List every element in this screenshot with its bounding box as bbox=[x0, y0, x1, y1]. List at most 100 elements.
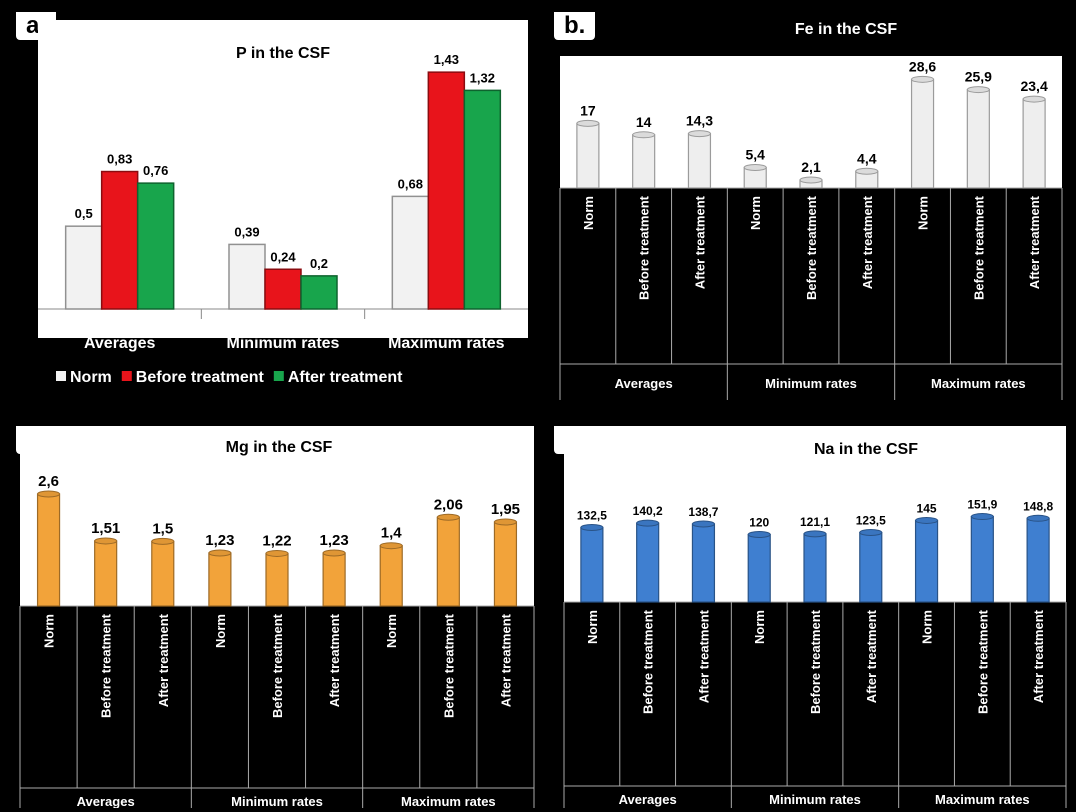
subcategory-label: Before treatment bbox=[804, 195, 819, 300]
bar-after-treatment bbox=[463, 89, 502, 310]
bar-body bbox=[970, 515, 994, 603]
bar-after-treatment bbox=[322, 549, 346, 607]
bar-after-treatment bbox=[493, 518, 518, 607]
bar-body bbox=[580, 526, 604, 603]
bar-cap bbox=[691, 520, 715, 528]
bar-before-treatment bbox=[265, 549, 289, 607]
subcategory-label: Norm bbox=[213, 614, 228, 648]
subcategory-label: Before treatment bbox=[99, 613, 114, 718]
data-label: 4,4 bbox=[857, 150, 877, 166]
bar-before-treatment bbox=[636, 519, 660, 603]
panel-label: b. bbox=[552, 10, 598, 42]
subcategory-label: Norm bbox=[581, 196, 596, 230]
bar-after-treatment bbox=[859, 529, 883, 603]
bar-body bbox=[914, 519, 939, 603]
data-label: 14 bbox=[636, 114, 652, 130]
bar-body bbox=[803, 533, 827, 603]
data-label: 17 bbox=[580, 102, 596, 118]
data-label: 145 bbox=[917, 501, 937, 515]
data-label: 2,6 bbox=[38, 473, 59, 490]
subcategory-label: Norm bbox=[752, 610, 767, 644]
bar-body bbox=[151, 540, 175, 607]
data-label: 1,22 bbox=[262, 532, 291, 549]
chart-title: P in the CSF bbox=[236, 45, 330, 62]
bar-cap bbox=[379, 542, 403, 550]
subcategory-label: After treatment bbox=[156, 613, 171, 707]
subcategory-label: Norm bbox=[384, 614, 399, 648]
legend-entry: Norm bbox=[70, 369, 112, 386]
data-label: 1,32 bbox=[470, 70, 495, 85]
bar-cap bbox=[747, 531, 771, 538]
bar-before-treatment bbox=[264, 268, 302, 310]
data-label: 0,24 bbox=[270, 249, 296, 264]
bar-after-treatment bbox=[1026, 514, 1050, 603]
bar-body bbox=[208, 552, 232, 607]
subcategory-label: After treatment bbox=[864, 609, 879, 703]
bar-cap bbox=[859, 529, 883, 537]
bar-body bbox=[322, 552, 346, 607]
bar-cap bbox=[632, 131, 656, 139]
bar-body bbox=[966, 88, 990, 189]
subcategory-label: After treatment bbox=[860, 195, 875, 289]
bar-before-treatment bbox=[970, 513, 994, 603]
bar-after-treatment bbox=[687, 130, 712, 189]
bar-cap bbox=[580, 523, 604, 531]
data-label: 0,68 bbox=[398, 176, 423, 191]
bar-cap bbox=[94, 537, 118, 545]
chart-title: Fe in the CSF bbox=[795, 21, 897, 38]
bar-after-treatment bbox=[136, 182, 175, 310]
bar-norm bbox=[743, 163, 767, 189]
bar-body bbox=[436, 516, 460, 607]
bar-norm bbox=[208, 549, 232, 607]
bar-norm bbox=[36, 490, 61, 607]
bar-body bbox=[493, 521, 518, 607]
subcategory-label: After treatment bbox=[1027, 195, 1042, 289]
bar-cap bbox=[151, 537, 175, 545]
bar-body bbox=[94, 540, 118, 607]
subcategory-label: Norm bbox=[42, 614, 57, 648]
subcategory-label: Norm bbox=[920, 610, 935, 644]
data-label: 5,4 bbox=[745, 146, 765, 162]
chart-title: Na in the CSF bbox=[814, 441, 918, 458]
bar-cap bbox=[37, 490, 61, 498]
bar-after-treatment bbox=[691, 520, 716, 603]
data-label: 28,6 bbox=[909, 58, 936, 74]
bar-cap bbox=[436, 513, 460, 521]
data-label: 0,5 bbox=[75, 206, 93, 221]
subcategory-label: After treatment bbox=[692, 195, 707, 289]
bar-before-treatment bbox=[427, 71, 466, 310]
bar-cap bbox=[493, 518, 517, 526]
legend-swatch bbox=[56, 371, 66, 381]
data-label: 121,1 bbox=[800, 515, 830, 529]
data-label: 23,4 bbox=[1020, 78, 1047, 94]
bar-cap bbox=[1022, 95, 1046, 103]
bar-cap bbox=[322, 549, 346, 557]
bar-cap bbox=[799, 176, 823, 184]
data-label: 0,2 bbox=[310, 256, 328, 271]
na-bar-chart: Na in the CSF 132,5 140,2 138,7 120 121,1 123,… bbox=[563, 426, 1067, 808]
chart-panel-na: d. Na in the CSF132,5140,2138,7120121,11… bbox=[546, 418, 1072, 808]
bar-norm bbox=[910, 75, 935, 189]
bar-before-treatment bbox=[94, 537, 118, 607]
bar-cap bbox=[1026, 514, 1050, 522]
bar-before-treatment bbox=[966, 86, 990, 189]
bar-after-treatment bbox=[300, 275, 338, 310]
data-label: 1,43 bbox=[434, 52, 459, 67]
data-label: 0,76 bbox=[143, 163, 168, 178]
bar-before-treatment bbox=[803, 530, 827, 603]
data-label: 1,4 bbox=[381, 525, 403, 542]
subcategory-label: Before treatment bbox=[808, 609, 823, 714]
bar-cap bbox=[687, 130, 711, 138]
group-label: Maximum rates bbox=[931, 376, 1026, 391]
group-label: Averages bbox=[77, 794, 135, 808]
bar-norm bbox=[379, 542, 403, 607]
bar-body bbox=[747, 533, 771, 603]
bar-norm bbox=[914, 516, 939, 603]
p-bar-chart: P in the CSF 0,5 0,83 0,76 Averages 0,39 0,24 0… bbox=[38, 20, 528, 386]
subcategory-label: Before treatment bbox=[975, 609, 990, 714]
bar-body bbox=[859, 531, 883, 603]
legend-entry: After treatment bbox=[288, 369, 403, 386]
data-label: 14,3 bbox=[686, 113, 713, 129]
bar-cap bbox=[208, 549, 232, 557]
bar-body bbox=[632, 134, 656, 189]
